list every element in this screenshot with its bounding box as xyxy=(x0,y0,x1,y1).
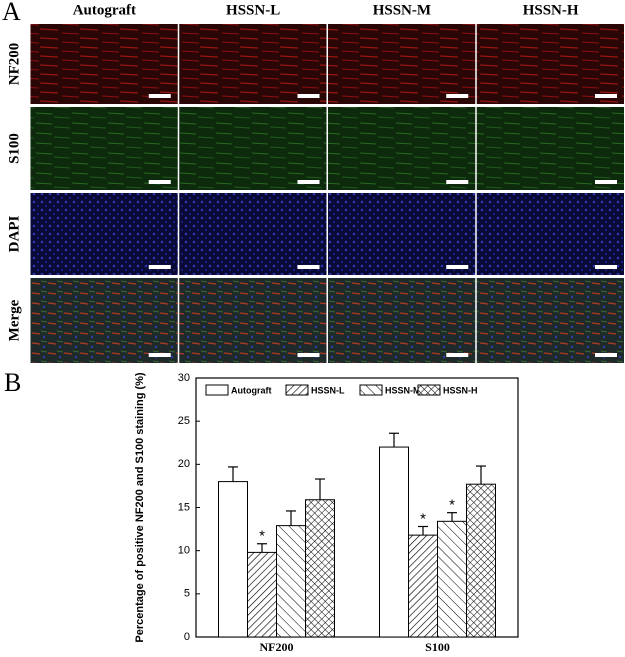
scale-bar xyxy=(446,94,469,98)
bar xyxy=(437,520,467,638)
scale-bar xyxy=(446,265,469,269)
scale-bar xyxy=(148,265,171,269)
row-label: DAPI xyxy=(6,216,22,253)
micrograph xyxy=(476,24,624,104)
bar xyxy=(379,446,409,638)
y-tick-label: 30 xyxy=(178,372,190,384)
scale-bar xyxy=(297,94,320,98)
micrograph xyxy=(30,193,178,275)
legend-label: HSSN-L xyxy=(311,385,345,395)
legend-label: HSSN-H xyxy=(443,385,478,395)
legend-swatch xyxy=(285,384,309,396)
micrograph xyxy=(179,193,327,275)
micrograph xyxy=(476,193,624,275)
bar xyxy=(218,481,248,638)
image-grid: Autograft HSSN-L HSSN-M HSSN-H NF200 S100 DAPI… xyxy=(6,2,624,363)
micrograph xyxy=(179,24,327,104)
scale-bar xyxy=(595,180,617,184)
significance-mark: * xyxy=(420,510,426,527)
scale-bar xyxy=(148,180,171,184)
micrograph xyxy=(30,278,178,363)
micrograph xyxy=(179,278,327,363)
significance-mark: * xyxy=(449,497,455,514)
scale-bar xyxy=(148,353,171,357)
micrograph xyxy=(179,107,327,190)
micrograph xyxy=(30,107,178,190)
micrograph xyxy=(328,193,476,275)
scale-bar xyxy=(297,265,320,269)
bar xyxy=(276,525,306,638)
micrograph xyxy=(328,278,476,363)
bar xyxy=(247,551,277,638)
row-label: Merge xyxy=(6,299,22,341)
scale-bar xyxy=(595,353,617,357)
micrograph xyxy=(30,24,178,104)
micrograph xyxy=(328,107,476,190)
column-header: HSSN-H xyxy=(523,2,579,18)
column-header: HSSN-L xyxy=(226,2,280,18)
legend-swatch xyxy=(417,384,441,396)
micrograph xyxy=(476,107,624,190)
panel-label: B xyxy=(4,368,21,397)
scale-bar xyxy=(595,94,617,98)
y-tick-label: 0 xyxy=(184,631,190,643)
significance-mark: * xyxy=(259,528,265,545)
y-tick-label: 20 xyxy=(178,458,190,470)
scale-bar xyxy=(446,353,469,357)
column-header: Autograft xyxy=(73,2,136,18)
y-axis-label: Percentage of positive NF200 and S100 st… xyxy=(134,372,146,643)
x-tick-label: S100 xyxy=(425,640,450,654)
x-tick-label: NF200 xyxy=(260,640,294,654)
y-tick-label: 15 xyxy=(178,501,190,513)
panel-label: A xyxy=(2,0,21,26)
bar xyxy=(408,534,438,638)
row-label: S100 xyxy=(6,133,22,164)
y-tick-label: 10 xyxy=(178,545,190,557)
column-header: HSSN-M xyxy=(373,2,431,18)
bar xyxy=(466,483,496,638)
scale-bar xyxy=(595,265,617,269)
legend-swatch xyxy=(205,384,229,396)
legend-label: Autograft xyxy=(231,385,272,395)
legend-swatch xyxy=(359,384,383,396)
legend-label: HSSN-M xyxy=(385,385,421,395)
scale-bar xyxy=(148,94,171,98)
micrograph xyxy=(328,24,476,104)
bar xyxy=(305,499,335,638)
scale-bar xyxy=(297,353,320,357)
scale-bar xyxy=(446,180,469,184)
bar-chart: 0 5 10 15 20 25 30 Percentage of positive NF200… xyxy=(134,372,519,654)
y-tick-label: 25 xyxy=(178,415,190,427)
y-tick-label: 5 xyxy=(184,588,190,600)
scale-bar xyxy=(297,180,320,184)
micrograph xyxy=(476,278,624,363)
row-label: NF200 xyxy=(6,43,22,86)
